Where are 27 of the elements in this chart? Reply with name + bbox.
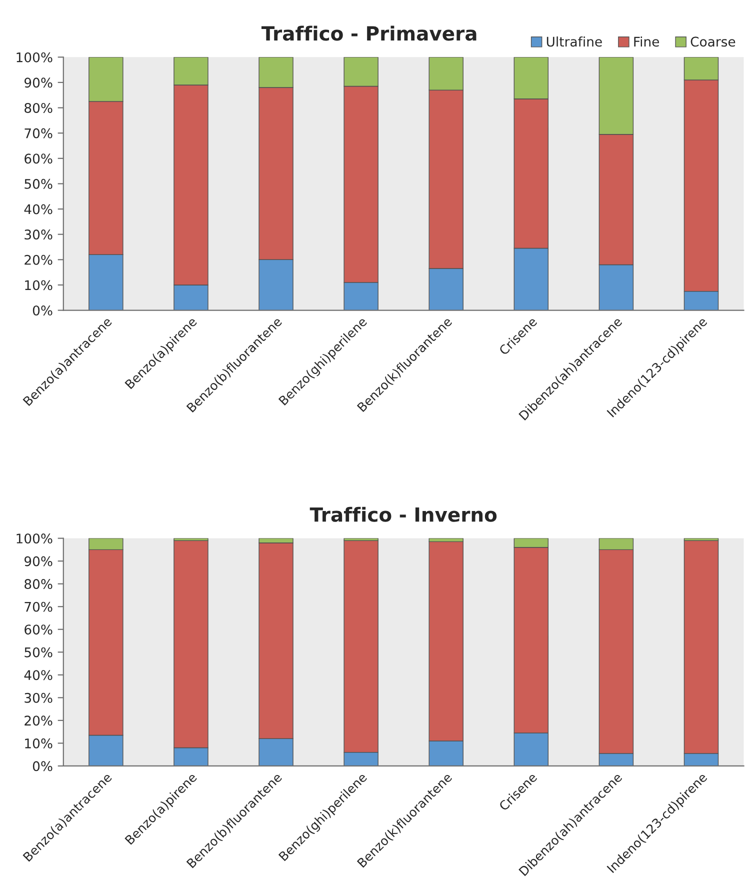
y-tick-label: 90% [24, 78, 52, 88]
y-tick-label: 30% [24, 230, 52, 240]
y-tick-label: 60% [24, 154, 52, 164]
y-tick-label: 80% [24, 102, 52, 113]
y-tick-label: 100% [16, 534, 52, 544]
y-tick-label: 90% [24, 556, 52, 566]
y-tick-label: 0% [32, 761, 52, 772]
y-tick-label: 10% [25, 738, 52, 748]
y-tick-label: 70% [24, 128, 52, 138]
y-tick-label: 80% [24, 579, 52, 590]
legend-label: Fine [634, 36, 660, 47]
y-tick-label: 30% [24, 692, 52, 703]
y-tick-label: 100% [16, 52, 52, 62]
y-tick-label: 10% [25, 280, 52, 290]
legend-label: Coarse [690, 36, 736, 47]
y-tick-label: 20% [24, 254, 52, 265]
y-tick-label: 0% [32, 306, 52, 316]
y-tick-label: 20% [24, 716, 52, 726]
chart-title: Traffico - Inverno [310, 506, 497, 522]
y-tick-label: 50% [24, 647, 52, 658]
y-tick-label: 40% [24, 670, 52, 680]
y-tick-label: 60% [24, 624, 52, 635]
y-tick-label: 70% [24, 602, 52, 612]
chart-title: Traffico - Primavera [261, 26, 476, 41]
y-tick-label: 40% [24, 204, 52, 214]
y-tick-label: 50% [24, 178, 52, 189]
legend-label: Ultrafine [546, 36, 602, 47]
